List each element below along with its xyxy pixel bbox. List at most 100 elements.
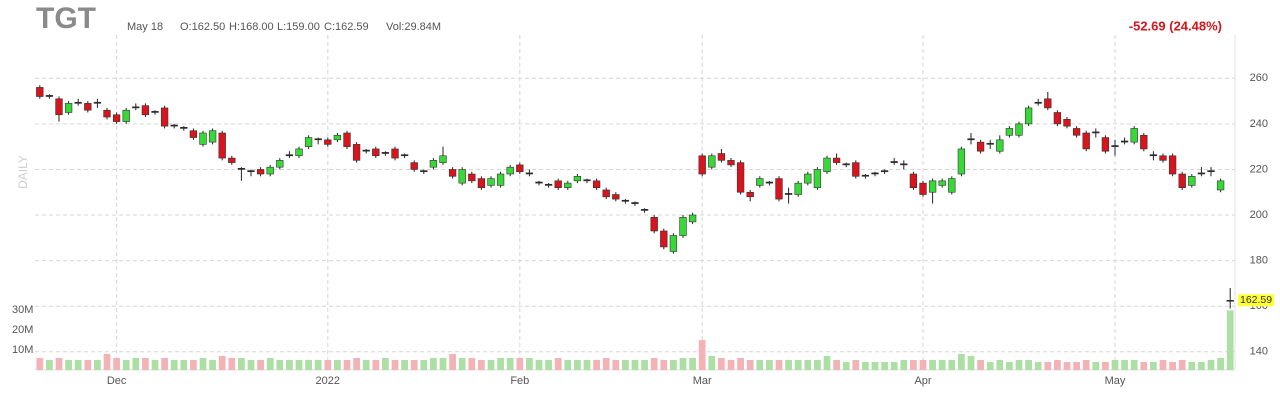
last-price-label: 162.59: [1240, 294, 1272, 306]
volume-bar: [516, 358, 524, 370]
volume-bar: [295, 360, 303, 370]
volume-bar: [698, 340, 706, 370]
candle-body: [439, 155, 447, 163]
candle-body: [208, 130, 217, 143]
volume-bar: [1092, 362, 1100, 370]
candle-body: [919, 182, 927, 195]
candle-body: [650, 217, 658, 232]
candle-body: [564, 182, 572, 188]
candle-body: [727, 160, 735, 166]
volume-bar: [1006, 362, 1013, 370]
y-tick-label: 220: [1250, 163, 1268, 175]
volume-bar: [929, 360, 936, 370]
candle-body: [1063, 119, 1071, 127]
volume-bar: [324, 360, 332, 370]
volume-bar: [641, 360, 648, 370]
y-axis-label: DAILY: [16, 155, 30, 189]
candle-body: [276, 160, 284, 168]
volume-bar: [833, 360, 840, 370]
candle-body: [285, 154, 294, 157]
volume-bar: [487, 360, 495, 370]
volume-bar: [996, 360, 1004, 370]
volume-bar: [718, 358, 725, 370]
volume-bar: [65, 360, 72, 370]
volume-bar: [1121, 360, 1128, 370]
volume-bar: [1207, 360, 1215, 370]
volume-bar: [180, 360, 188, 370]
volume-bar: [881, 362, 888, 370]
volume-bar: [46, 360, 53, 370]
volume-bar: [958, 354, 965, 370]
candle-body: [122, 109, 130, 122]
candle-body: [708, 155, 716, 168]
volume-bar: [622, 360, 629, 370]
candle-body: [74, 101, 82, 104]
candle-body: [1188, 175, 1196, 186]
volume-bar: [305, 360, 312, 370]
volume-bar: [276, 360, 284, 370]
y-tick-label: 260: [1250, 72, 1268, 84]
x-tick-label: Apr: [914, 375, 931, 387]
volume-bar: [1111, 360, 1119, 370]
candle-body: [391, 148, 399, 159]
candle-body: [602, 189, 610, 198]
volume-bar: [583, 360, 591, 370]
volume-bar: [526, 358, 533, 370]
volume-bar: [785, 360, 792, 370]
candle-body: [717, 153, 726, 161]
candle-body: [842, 163, 850, 166]
candle-body: [1072, 128, 1081, 136]
candle-body: [1140, 134, 1148, 150]
volume-bar: [151, 360, 159, 370]
candle-body: [170, 124, 178, 127]
volume-bar: [55, 358, 63, 370]
candle-body: [55, 98, 63, 116]
candle-body: [535, 181, 543, 184]
candle-body: [938, 180, 946, 186]
candle-body: [410, 162, 418, 170]
volume-bar: [142, 358, 149, 370]
y-tick-label: 240: [1250, 118, 1268, 130]
volume-bar: [439, 358, 447, 370]
candle-body: [256, 169, 265, 175]
volume-bar: [1034, 362, 1042, 370]
volume-bar: [804, 360, 812, 370]
candle-body: [429, 160, 438, 168]
candle-body: [736, 162, 745, 193]
candle-body: [333, 134, 342, 141]
volume-bar: [554, 358, 562, 370]
volume-bar: [103, 354, 111, 370]
candle-body: [304, 137, 313, 147]
volume-bar: [161, 358, 168, 370]
volume-bar: [1150, 362, 1157, 370]
volume-bar: [670, 360, 677, 370]
volume-tick-label: 10M: [12, 344, 33, 356]
candle-body: [372, 148, 380, 157]
volume-bar: [314, 360, 322, 370]
volume-bar: [132, 358, 140, 370]
volume-bar: [852, 360, 860, 370]
candle-body: [1149, 154, 1158, 157]
volume-bar: [737, 358, 744, 370]
volume-bar: [650, 358, 658, 370]
volume-bar: [1198, 362, 1205, 370]
volume-bar: [247, 360, 255, 370]
candle-body: [890, 161, 898, 163]
candle-body: [1226, 299, 1234, 302]
candle-body: [544, 183, 553, 186]
volume-bar: [1217, 358, 1224, 370]
candle-body: [160, 107, 169, 127]
volume-bar: [631, 360, 639, 370]
volume-tick-label: 20M: [12, 324, 33, 336]
candle-body: [554, 180, 562, 188]
candle-body: [957, 148, 966, 175]
candle-body: [324, 139, 332, 145]
volume-info: Vol:29.84M: [386, 21, 441, 33]
volume-bar: [343, 360, 351, 370]
candle-body: [381, 152, 390, 154]
candle-body: [832, 157, 841, 163]
candle-body: [871, 172, 879, 175]
candle-body: [621, 199, 630, 202]
candle-body: [218, 132, 226, 159]
